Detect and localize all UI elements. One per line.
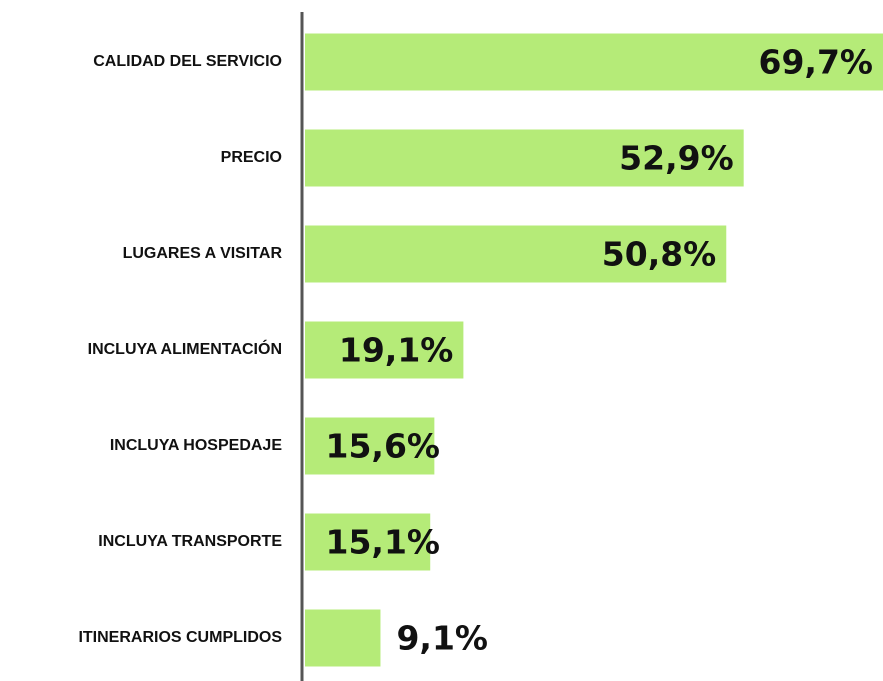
bar <box>305 225 727 283</box>
bar <box>305 33 883 91</box>
data-label: 19,1% <box>339 331 454 370</box>
bar <box>305 513 431 571</box>
data-label: 9,1% <box>396 619 488 658</box>
y-tick-label: INCLUYA ALIMENTACIÓN <box>88 339 282 358</box>
y-tick-label: CALIDAD DEL SERVICIO <box>93 53 282 70</box>
bar <box>305 609 381 667</box>
y-tick-label: ITINERARIOS CUMPLIDOS <box>78 629 282 646</box>
y-tick-label: INCLUYA TRANSPORTE <box>98 533 282 550</box>
data-label: 15,6% <box>326 427 441 466</box>
bar <box>305 417 435 475</box>
bar <box>305 129 744 187</box>
y-tick-label: LUGARES A VISITAR <box>123 245 283 262</box>
data-label: 52,9% <box>619 139 734 178</box>
y-tick-label: INCLUYA HOSPEDAJE <box>110 437 283 454</box>
y-tick-label: PRECIO <box>221 149 282 166</box>
data-label: 50,8% <box>602 235 717 274</box>
data-label: 69,7% <box>759 43 874 82</box>
data-label: 15,1% <box>326 523 441 562</box>
bar <box>305 321 464 379</box>
